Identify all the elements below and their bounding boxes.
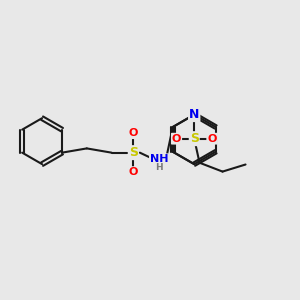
Text: NH: NH <box>150 154 168 164</box>
Text: O: O <box>129 167 138 177</box>
Text: H: H <box>155 164 162 172</box>
Text: O: O <box>207 134 217 144</box>
Text: O: O <box>172 134 181 144</box>
Text: S: S <box>190 132 199 145</box>
Text: N: N <box>189 108 200 121</box>
Text: S: S <box>129 146 138 159</box>
Text: O: O <box>129 128 138 138</box>
